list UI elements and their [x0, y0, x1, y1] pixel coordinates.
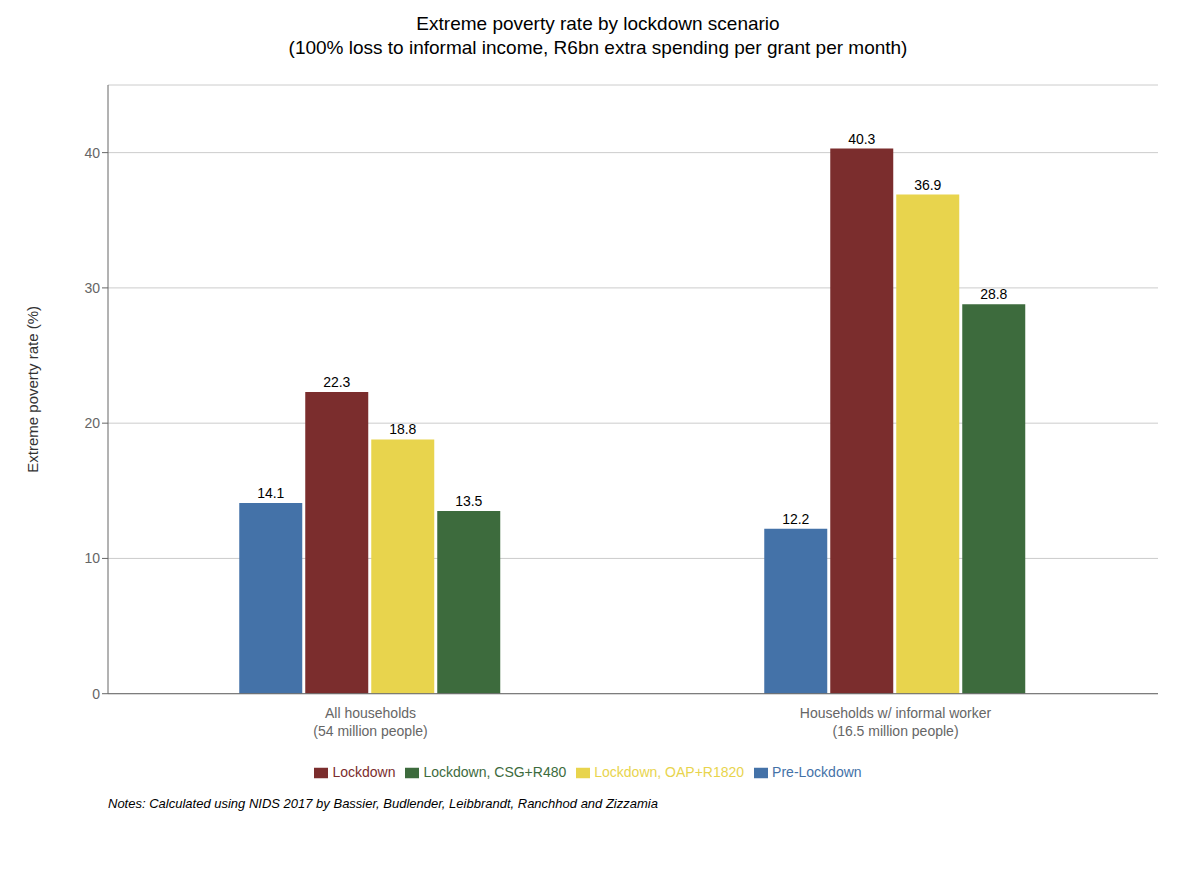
html-text:Lockdown, OAP+R1820: Lockdown, OAP+R1820	[594, 763, 745, 780]
svg-text:14.1: 14.1	[257, 485, 284, 501]
svg-text:12.2: 12.2	[782, 511, 809, 527]
svg-text:0: 0	[92, 686, 100, 702]
html-text:Lockdown, CSG+R480: Lockdown, CSG+R480	[423, 763, 567, 780]
svg-text:40: 40	[84, 145, 100, 161]
svg-text:28.8: 28.8	[980, 286, 1007, 302]
html-text:Extreme poverty rate by lockdo: Extreme poverty rate by lockdown scenari…	[416, 13, 780, 34]
html-text:(100% loss to informal income,: (100% loss to informal income, R6bn extr…	[288, 37, 908, 58]
svg-text:All households(54 million peop: All households(54 million people)	[313, 705, 427, 739]
svg-text:30: 30	[84, 280, 100, 296]
html-text:Notes: Calculated using NIDS 2: Notes: Calculated using NIDS 2017 by Bas…	[108, 796, 658, 811]
svg-text:18.8: 18.8	[389, 421, 416, 437]
svg-text:40.3: 40.3	[848, 131, 875, 147]
svg-text:10: 10	[84, 550, 100, 566]
svg-text:36.9: 36.9	[914, 177, 941, 193]
svg-text:22.3: 22.3	[323, 374, 350, 390]
html-text:Pre-Lockdown: Pre-Lockdown	[772, 763, 862, 780]
svg-text:Households w/ informal worker(: Households w/ informal worker(16.5 milli…	[800, 705, 992, 739]
svg-text:20: 20	[84, 415, 100, 431]
html-text:Lockdown: Lockdown	[332, 763, 396, 780]
svg-text:Extreme poverty rate (%): Extreme poverty rate (%)	[24, 306, 41, 473]
svg-text:13.5: 13.5	[455, 493, 482, 509]
